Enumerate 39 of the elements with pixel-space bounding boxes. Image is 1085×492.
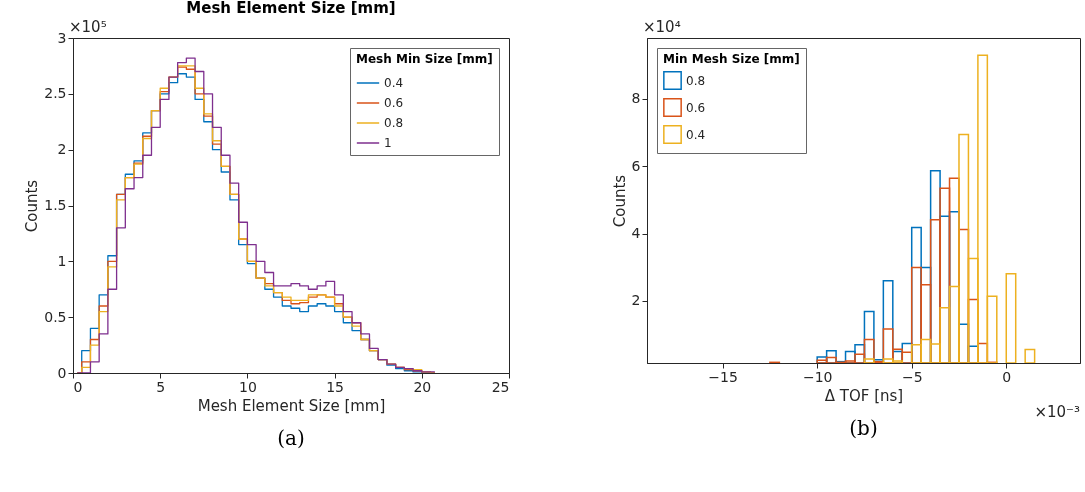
- y-tick-label: 4: [631, 225, 641, 242]
- text: ×10⁵: [69, 18, 107, 36]
- text: (b): [849, 416, 878, 440]
- legend-label: 0.4: [686, 127, 706, 142]
- x-axis-title: Δ TOF [ns]: [824, 386, 904, 405]
- x-tick-label: −5: [901, 368, 923, 385]
- x-tick-label: 0: [1002, 368, 1012, 385]
- x-axis-title: Mesh Element Size [mm]: [197, 396, 386, 415]
- y-axis-title: Counts: [23, 179, 42, 233]
- x-tick-label: 10: [238, 378, 257, 395]
- x-tick-label: 5: [156, 378, 166, 395]
- y-tick-label: 8: [631, 90, 641, 107]
- legend-title: Min Mesh Size [mm]: [663, 52, 800, 66]
- legend-label: 0.6: [384, 96, 404, 110]
- x-tick-label: 25: [491, 378, 510, 395]
- legend-label: 0.8: [384, 116, 404, 130]
- legend-title: Mesh Min Size [mm]: [356, 52, 493, 66]
- x-tick-label: −10: [802, 368, 833, 385]
- y-tick-label: 2: [57, 141, 67, 158]
- y-tick-label: 2: [631, 292, 641, 309]
- legend-label: 0.8: [686, 73, 706, 88]
- y-tick-label: 1: [57, 252, 67, 269]
- y-axis-title: Counts: [610, 174, 629, 228]
- y-tick-label: 1.5: [44, 197, 67, 213]
- x-tick-label: −15: [708, 368, 738, 385]
- legend-label: 0.6: [686, 100, 706, 115]
- x-tick-label: 0: [73, 378, 83, 395]
- y-tick-label: 2.5: [44, 85, 67, 102]
- chart-title: Mesh Element Size [mm]: [186, 0, 396, 17]
- x-tick-label: 15: [326, 378, 345, 395]
- y-tick-label: 0.5: [44, 308, 67, 325]
- text: (a): [277, 426, 305, 450]
- text: ×10⁻³: [1034, 403, 1080, 421]
- text: ×10⁴: [643, 18, 681, 36]
- legend-label: 0.4: [384, 76, 404, 90]
- x-tick-label: 20: [413, 378, 432, 395]
- y-tick-label: 3: [57, 29, 67, 46]
- legend-label: 1: [384, 136, 392, 150]
- y-tick-label: 6: [631, 157, 641, 174]
